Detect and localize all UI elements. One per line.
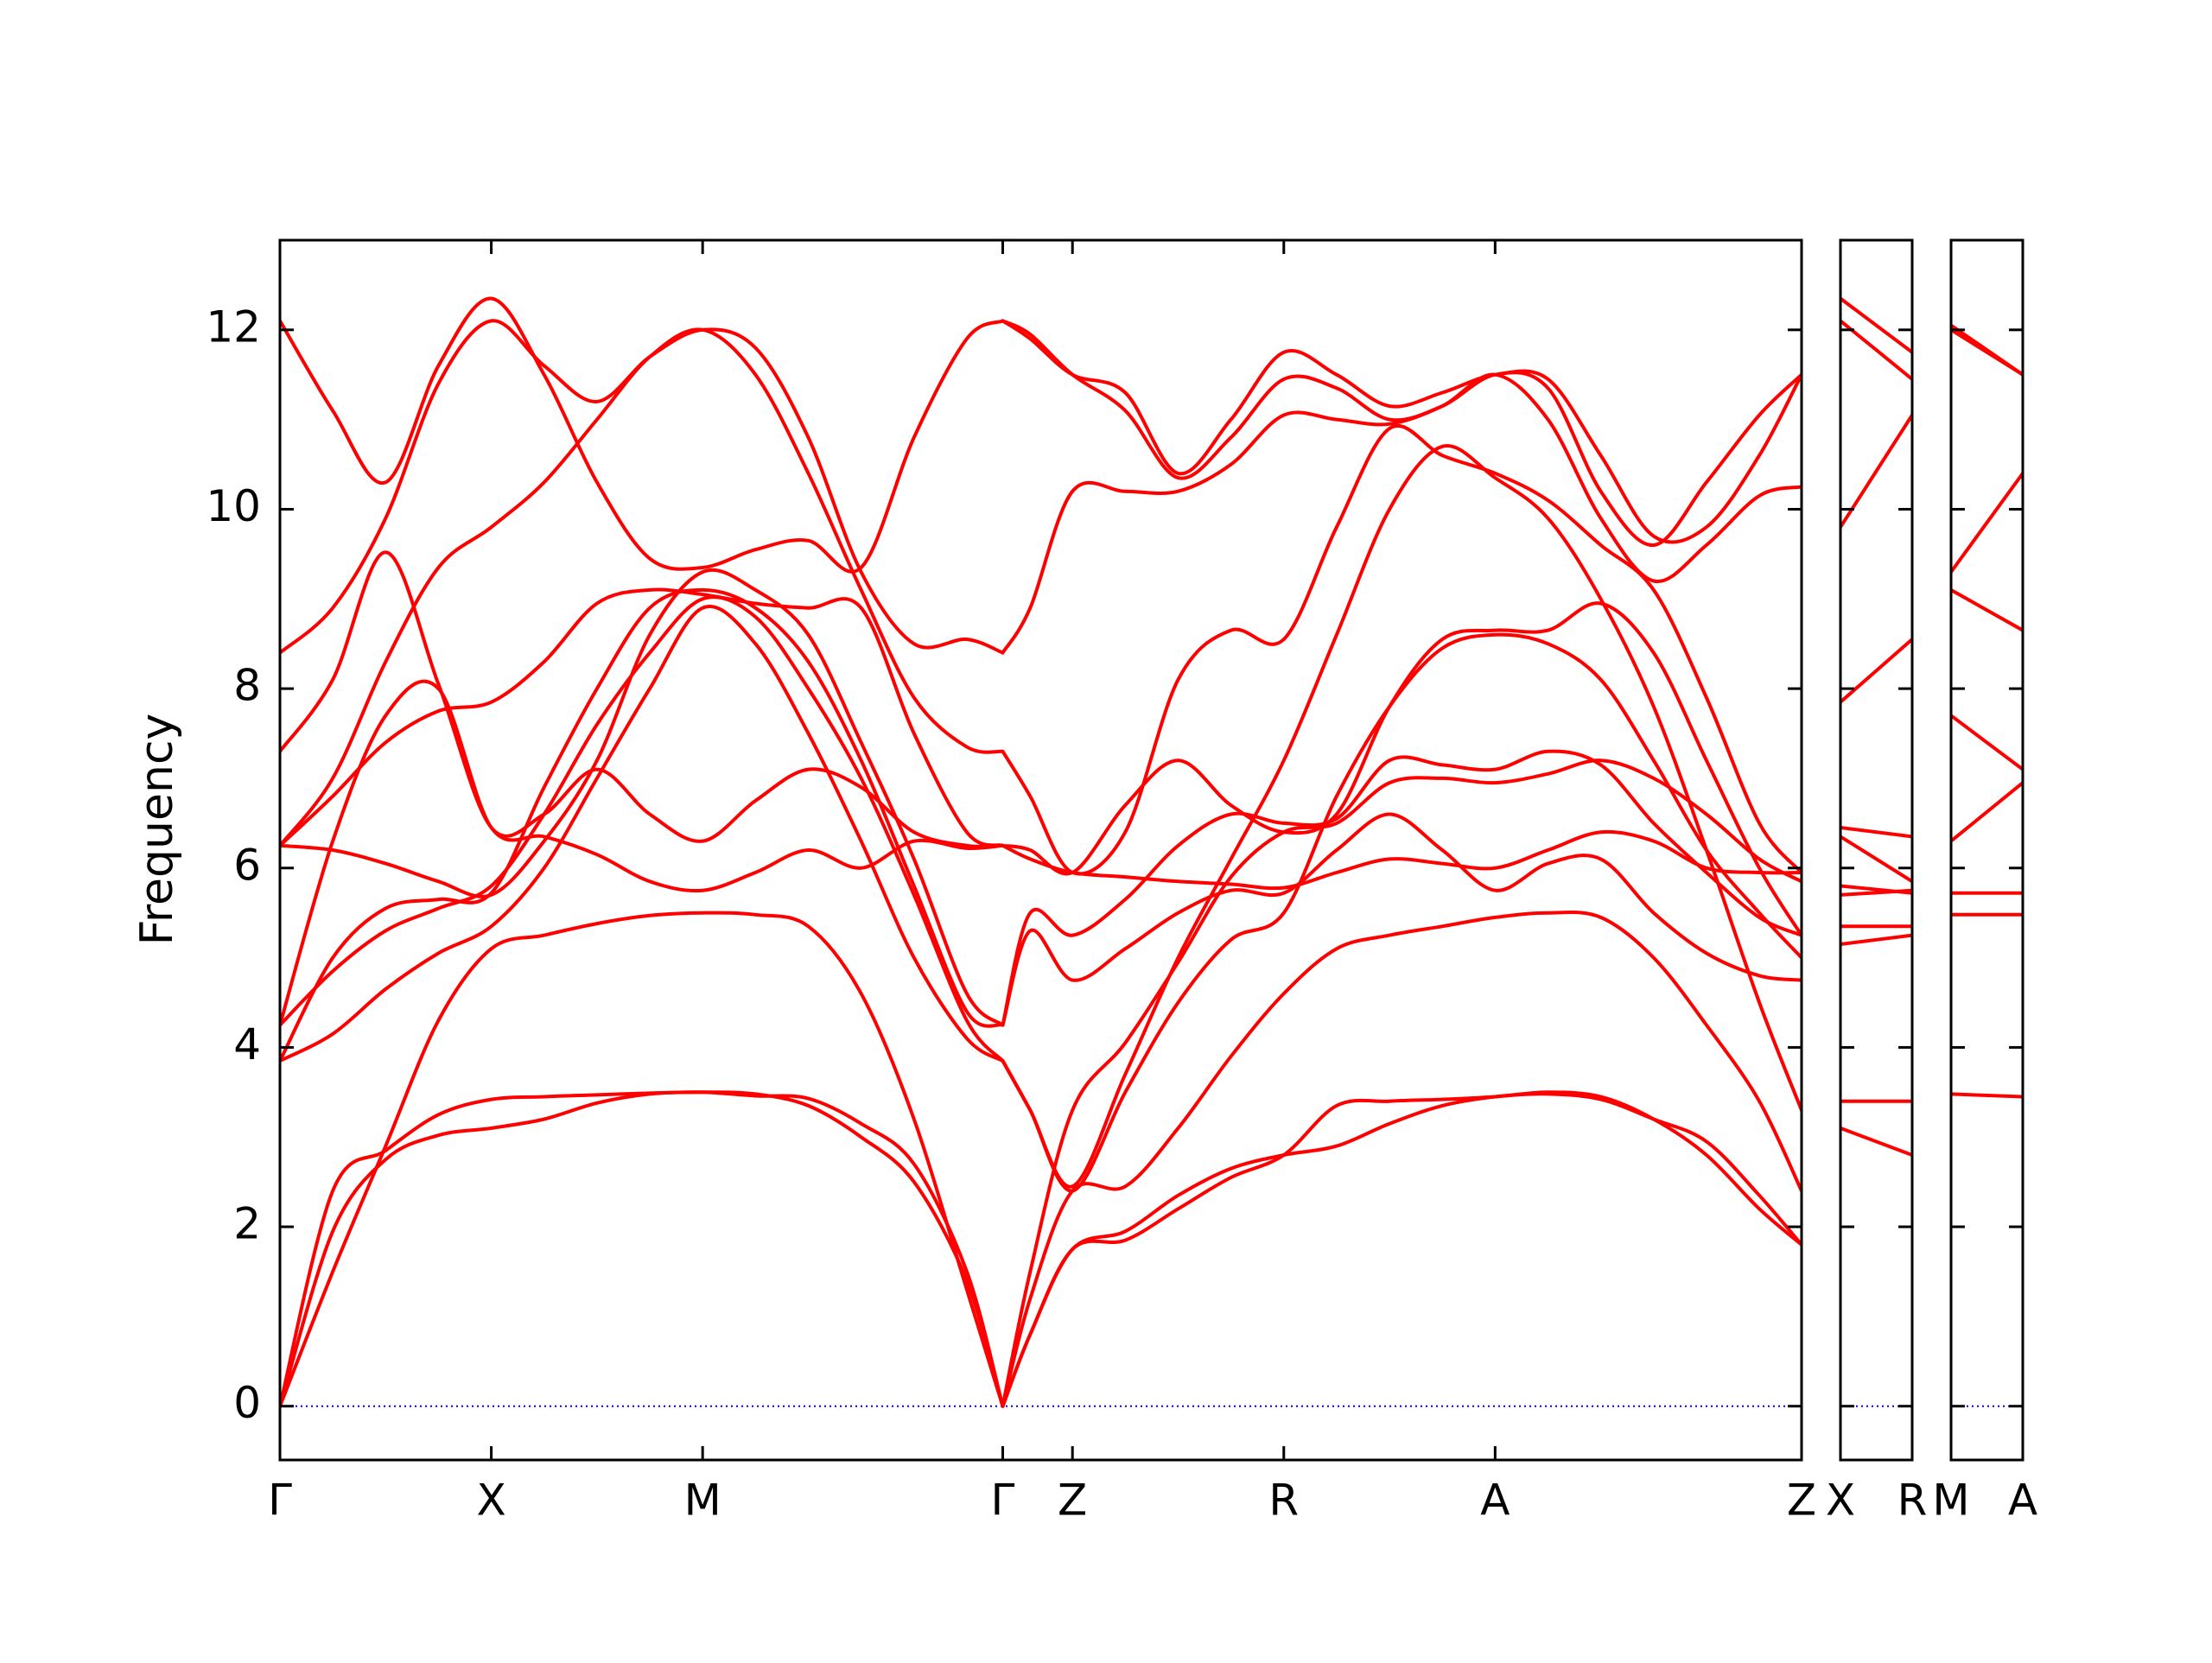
- band-line: [1001, 443, 1802, 1189]
- band-line: [280, 327, 1005, 847]
- band-line: [280, 587, 1005, 847]
- band-line: [1001, 319, 1802, 547]
- band-line: [1001, 812, 1802, 1027]
- y-tick-label: 0: [233, 1378, 261, 1428]
- band-line: [280, 911, 1005, 1408]
- band-line: [280, 605, 1005, 1063]
- y-tick-label: 10: [206, 481, 261, 531]
- panel-frame: [278, 238, 1803, 1462]
- band-line: [1001, 1090, 1802, 1408]
- y-tick-label: 12: [206, 301, 261, 352]
- band-line: [1951, 587, 2023, 632]
- band-lines: [280, 296, 1802, 1408]
- band-line: [280, 595, 1005, 1063]
- x-tick-label: Z: [1058, 1476, 1087, 1526]
- x-tick-label: M: [684, 1476, 721, 1526]
- band-line: [1840, 1126, 1912, 1157]
- x-tick-label: A: [2008, 1476, 2037, 1526]
- y-tick-label: 2: [233, 1199, 261, 1249]
- y-tick-label: 6: [233, 840, 261, 890]
- band-line: [1840, 835, 1912, 884]
- band-line: [1951, 471, 2023, 574]
- band-line: [1840, 296, 1912, 354]
- band-line: [1001, 759, 1802, 1408]
- band-line: [1001, 601, 1802, 937]
- band-line: [1001, 372, 1802, 655]
- band-line: [1840, 933, 1912, 946]
- x-tick-label: Γ: [268, 1476, 292, 1526]
- band-line: [1840, 884, 1912, 895]
- band-line: [1001, 319, 1802, 544]
- band-line: [1001, 632, 1802, 1193]
- x-tick-label: R: [1897, 1476, 1928, 1526]
- band-line: [1840, 826, 1912, 839]
- x-tick-label: X: [1826, 1476, 1855, 1526]
- band-line: [1001, 424, 1802, 876]
- y-axis-label: Frequency: [131, 714, 183, 946]
- band-line: [280, 1090, 1005, 1408]
- panel-frame: [1949, 238, 2024, 1462]
- x-tick-label: X: [476, 1476, 505, 1526]
- band-line: [1001, 911, 1802, 1408]
- band-line: [280, 296, 1005, 574]
- band-line: [1951, 323, 2023, 377]
- band-lines: [1840, 296, 1912, 1157]
- band-line: [280, 550, 1005, 848]
- band-line: [1001, 749, 1802, 1027]
- band-line: [1001, 829, 1802, 891]
- band-line: [1951, 781, 2023, 843]
- band-line: [1951, 714, 2023, 771]
- x-tick-label: M: [1932, 1476, 1969, 1526]
- x-tick-label: A: [1480, 1476, 1510, 1526]
- band-lines: [1951, 323, 2023, 1099]
- band-line: [280, 587, 1005, 1063]
- band-line: [280, 568, 1005, 1027]
- y-tick-label: 8: [233, 661, 261, 711]
- band-line: [1840, 638, 1912, 704]
- x-tick-label: Γ: [991, 1476, 1015, 1526]
- band-line: [280, 679, 1005, 1027]
- x-tick-label: Z: [1787, 1476, 1816, 1526]
- band-line: [1951, 1092, 2023, 1099]
- panel-frame: [1839, 238, 1914, 1462]
- band-line: [280, 319, 1005, 655]
- y-tick-label: 4: [233, 1019, 261, 1070]
- band-line: [1001, 1092, 1802, 1408]
- x-tick-label: R: [1268, 1476, 1299, 1526]
